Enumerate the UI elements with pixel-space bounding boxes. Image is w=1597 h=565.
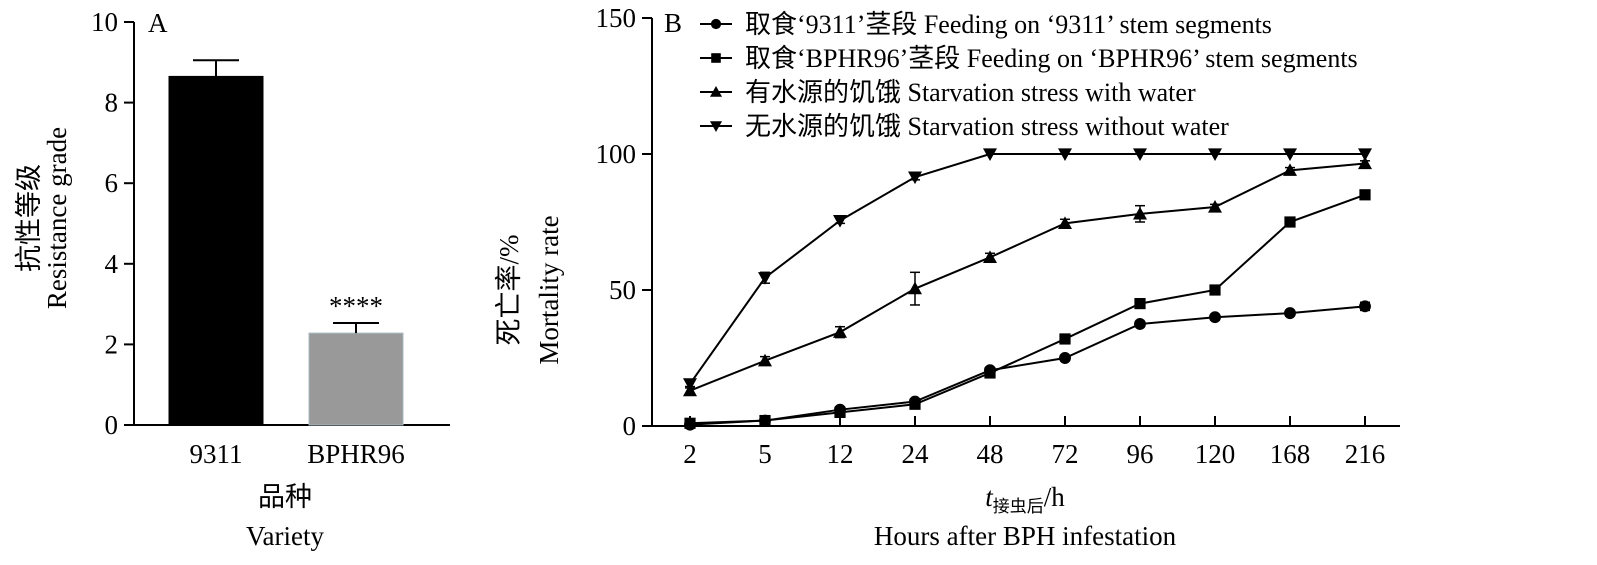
data-point [1209,311,1221,324]
bar-9311 [168,75,264,426]
bar-BPHR96 [308,332,404,426]
x-tick-label: 168 [1270,439,1311,469]
x-axis-unit: /h [1044,482,1066,512]
data-point [908,281,922,295]
data-point [759,414,771,427]
legend-item: 有水源的饥饿 Starvation stress with water [700,78,1196,107]
x-axis-label-cn: 品种 [258,482,312,512]
series-circle [684,300,1371,431]
y-tick-label: 100 [596,139,637,169]
data-point [1059,352,1071,364]
series-line [689,153,1365,385]
data-point [1359,300,1371,313]
data-point [1283,148,1297,161]
data-point [1208,148,1222,161]
legend-label: 无水源的饥饿 Starvation stress without water [745,112,1229,141]
x-tick-label: 96 [1127,439,1154,469]
data-point [1134,318,1146,330]
series-triangle-down [683,148,1372,391]
y-tick-label: 6 [105,168,119,198]
x-axis-label-cn: t接虫后/h [985,482,1065,516]
x-tick-label: 72 [1052,439,1079,469]
x-tick-label: 24 [902,439,930,469]
y-tick-label: 0 [105,410,119,440]
data-point [1358,156,1372,170]
series-square [684,189,1371,429]
x-tick-label: 120 [1195,439,1236,469]
legend-item: 取食‘9311’茎段 Feeding on ‘9311’ stem segmen… [700,10,1272,39]
y-tick-label: 0 [623,411,637,441]
data-point [1134,298,1146,310]
data-point [1059,333,1071,345]
data-point [1358,148,1372,161]
series-line [689,193,1366,425]
data-point [1133,206,1147,220]
data-point [833,215,847,228]
legend-marker-triangle-up-icon [710,86,722,97]
y-tick-label: 10 [91,7,118,37]
y-tick-label: 50 [609,275,636,305]
x-tick-label: BPHR96 [307,439,405,469]
x-tick-label: 9311 [190,439,243,469]
data-point [684,417,696,429]
legend-marker-square-icon [711,53,721,63]
y-axis-label-cn: 死亡率/% [494,235,524,346]
legend-marker-triangle-down-icon [710,121,722,132]
series-triangle-up [683,156,1372,397]
legend-marker-circle-icon [710,18,722,30]
x-tick-label: 12 [827,439,854,469]
significance-label: **** [329,291,383,321]
data-point [983,250,997,263]
data-point [683,378,697,391]
y-tick-label: 8 [105,88,119,118]
legend-label: 取食‘9311’茎段 Feeding on ‘9311’ stem segmen… [745,10,1272,39]
legend-item: 取食‘BPHR96’茎段 Feeding on ‘BPHR96’ stem se… [700,44,1358,73]
y-tick-label: 4 [105,249,119,279]
data-point [1133,148,1147,161]
x-axis-label-en: Hours after BPH infestation [874,521,1177,551]
y-axis-label-cn: 抗性等级 [14,164,44,272]
x-axis-subscript: 接虫后 [993,497,1044,516]
data-point [1284,307,1296,320]
data-point [1208,200,1222,213]
panel-b-line-chart: B 死亡率/% Mortality rate t接虫后/h Hours afte… [494,3,1400,551]
panel-label-b: B [664,8,682,38]
data-point [1359,189,1371,201]
y-tick-label: 2 [105,329,119,359]
legend-item: 无水源的饥饿 Starvation stress without water [700,112,1229,141]
x-tick-label: 5 [758,439,772,469]
panel-a-bar-chart: A 抗性等级 Resistance grade 品种 Variety 0 2 4 6 8… [14,7,450,551]
x-axis-label-en: Variety [246,521,324,551]
x-tick-label: 216 [1345,439,1386,469]
y-tick-label: 150 [596,3,637,33]
series-line [689,162,1366,392]
panel-label-a: A [148,8,168,38]
data-point [758,353,772,367]
data-point [909,398,921,410]
series-line [689,305,1366,426]
y-axis-label-en: Resistance grade [42,127,72,309]
data-point [1283,163,1297,176]
data-point [758,272,772,285]
data-point [1058,148,1072,161]
data-point [983,148,997,161]
data-point [1058,216,1072,229]
data-point [1284,216,1296,228]
legend-label: 有水源的饥饿 Starvation stress with water [745,78,1196,107]
legend-label: 取食‘BPHR96’茎段 Feeding on ‘BPHR96’ stem se… [745,44,1358,73]
y-axis-label-en: Mortality rate [534,215,564,364]
x-tick-label: 48 [977,439,1004,469]
data-point [1209,284,1221,296]
data-point [833,325,847,338]
data-point [834,406,846,418]
x-axis-var: t [985,482,994,512]
data-point [908,171,922,185]
x-tick-label: 2 [683,439,697,469]
data-point [984,367,996,379]
